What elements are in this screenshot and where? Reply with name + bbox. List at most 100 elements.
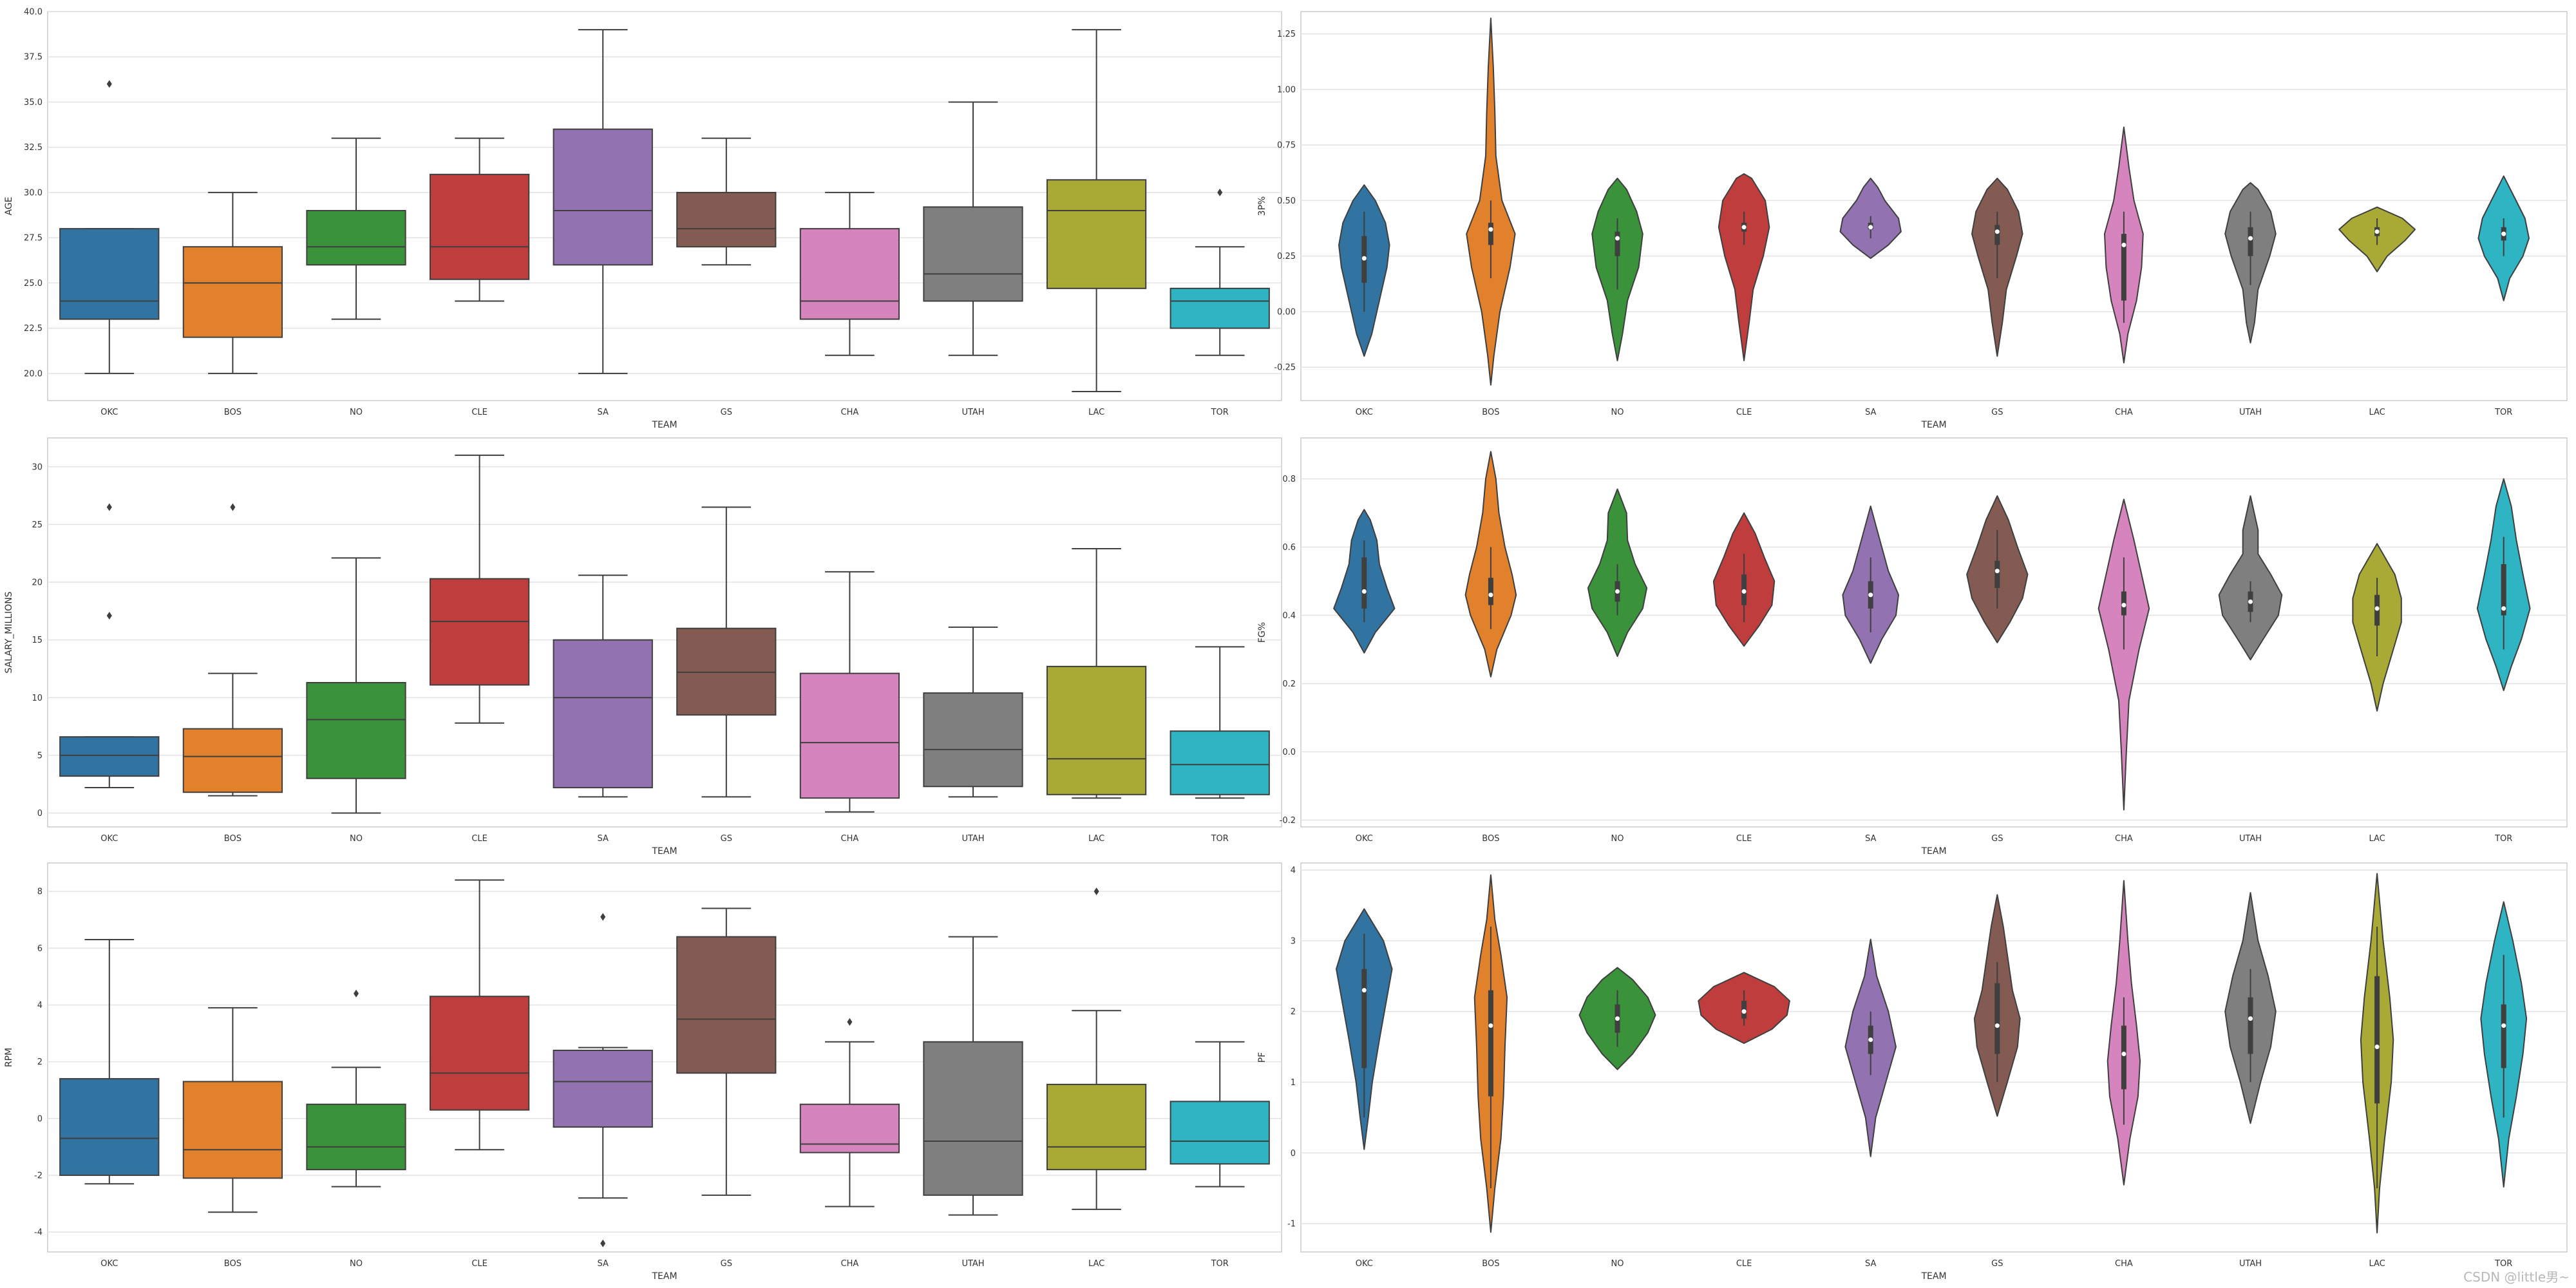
box-tor [1170, 188, 1270, 356]
y-tick-label: 4 [1291, 866, 1296, 875]
box-body [182, 246, 283, 338]
box-body [676, 191, 777, 248]
box-tor [1170, 646, 1270, 799]
box-cle [429, 137, 530, 302]
y-tick-label: 0.75 [1277, 141, 1296, 151]
outlier-point [230, 503, 236, 511]
box-body [799, 1103, 900, 1153]
box-utah [923, 101, 1023, 356]
x-tick-label-cha: CHA [2115, 408, 2133, 417]
box-cle [429, 879, 530, 1151]
y-tick-label: 0.8 [1282, 475, 1296, 484]
x-tick-label-no: NO [350, 834, 363, 844]
y-tick-label: 37.5 [24, 53, 43, 62]
x-tick-label-utah: UTAH [2239, 1259, 2262, 1269]
x-tick-label-bos: BOS [1482, 834, 1499, 844]
outlier-point [847, 1018, 853, 1026]
y-tick-label: 2 [1291, 1007, 1296, 1017]
box-no [306, 557, 406, 814]
median-dot [1741, 1009, 1747, 1014]
median-dot [2248, 1016, 2253, 1021]
median-dot [2121, 242, 2126, 247]
box-body [429, 996, 530, 1111]
y-tick-label: 1.00 [1277, 85, 1296, 95]
inner-box [1994, 983, 2000, 1054]
x-axis-label: TEAM [651, 420, 677, 430]
x-tick-label-utah: UTAH [961, 834, 984, 844]
box-body [182, 728, 283, 793]
x-tick-label-tor: TOR [1211, 408, 1229, 417]
y-tick-label: 8 [37, 887, 43, 897]
inner-box [1361, 969, 1367, 1068]
violin-bos [1466, 17, 1516, 386]
box-body [1170, 1101, 1270, 1165]
median-dot [1615, 236, 1620, 241]
x-tick-label-cha: CHA [841, 834, 859, 844]
outlier-point [600, 913, 606, 921]
median-dot [2501, 231, 2506, 236]
box-lac [1046, 887, 1147, 1210]
outlier-point [354, 989, 359, 998]
x-tick-label-sa: SA [598, 834, 609, 844]
median-dot [1994, 1023, 2000, 1028]
violin-cle [1718, 173, 1770, 361]
x-tick-label-sa: SA [598, 408, 609, 417]
age-box-panel: 20.0 22.5 25.0 27.5 30.0 32.5 35.0 37.5 40.0 OKC B… [4, 8, 1282, 430]
violin-bos [1464, 451, 1517, 677]
box-cha [799, 191, 900, 356]
box-cle [429, 454, 530, 724]
outlier-point [600, 1239, 606, 1247]
x-tick-label-sa: SA [1865, 408, 1876, 417]
y-tick-label: 40.0 [24, 8, 43, 17]
y-tick-label: 20 [32, 578, 43, 588]
y-tick-label: 4 [37, 1001, 43, 1010]
y-tick-label: -1 [1287, 1220, 1296, 1229]
inner-box [1361, 557, 1367, 609]
box-okc [59, 503, 160, 789]
y-tick-label: 6 [37, 944, 43, 954]
box-body [923, 1041, 1023, 1196]
box-body [306, 681, 406, 779]
x-tick-label-gs: GS [721, 408, 732, 417]
violin-sa [1839, 177, 1902, 260]
median-dot [1615, 589, 1620, 594]
box-body [1170, 287, 1270, 329]
x-tick-label-sa: SA [1865, 1259, 1876, 1269]
box-body [306, 1103, 406, 1171]
x-axis-label: TEAM [1920, 420, 1946, 430]
x-tick-label-bos: BOS [224, 834, 242, 844]
box-body [429, 578, 530, 686]
median-dot [1488, 227, 1493, 232]
x-tick-label-cha: CHA [841, 1259, 859, 1269]
violin-body [1718, 173, 1770, 361]
median-dot [2374, 229, 2380, 234]
x-tick-label-cha: CHA [2115, 834, 2133, 844]
x-tick-label-no: NO [1611, 1259, 1624, 1269]
x-tick-label-cle: CLE [471, 408, 488, 417]
box-gs [676, 907, 777, 1196]
violin-cha [2107, 880, 2141, 1186]
y-tick-label: 30.0 [24, 188, 43, 198]
box-body [1170, 730, 1270, 795]
x-tick-label-cle: CLE [1736, 408, 1752, 417]
y-axis-label: FG% [1257, 622, 1267, 643]
y-tick-label: 5 [37, 751, 43, 761]
y-tick-label: 10 [32, 694, 43, 703]
box-body [59, 228, 160, 320]
violin-tor [2480, 901, 2528, 1188]
y-tick-label: 0.0 [1282, 748, 1296, 757]
median-dot [2501, 606, 2506, 611]
3p-violin-panel: -0.25 0.00 0.25 0.50 0.75 1.00 1.25 OKC BOS NO CLE… [1257, 11, 2568, 430]
x-tick-label-sa: SA [598, 1259, 609, 1269]
y-tick-label: 0 [1291, 1149, 1296, 1159]
x-tick-label-okc: OKC [100, 408, 118, 417]
median-dot [2121, 1052, 2126, 1057]
inner-box [1615, 231, 1620, 256]
violin-sa [1844, 938, 1897, 1157]
box-body [182, 1081, 283, 1179]
box-tor [1170, 1041, 1270, 1188]
inner-box [2248, 997, 2253, 1054]
violin-body [2098, 498, 2150, 811]
x-tick-label-tor: TOR [1211, 834, 1229, 844]
violin-gs [1971, 177, 2023, 357]
